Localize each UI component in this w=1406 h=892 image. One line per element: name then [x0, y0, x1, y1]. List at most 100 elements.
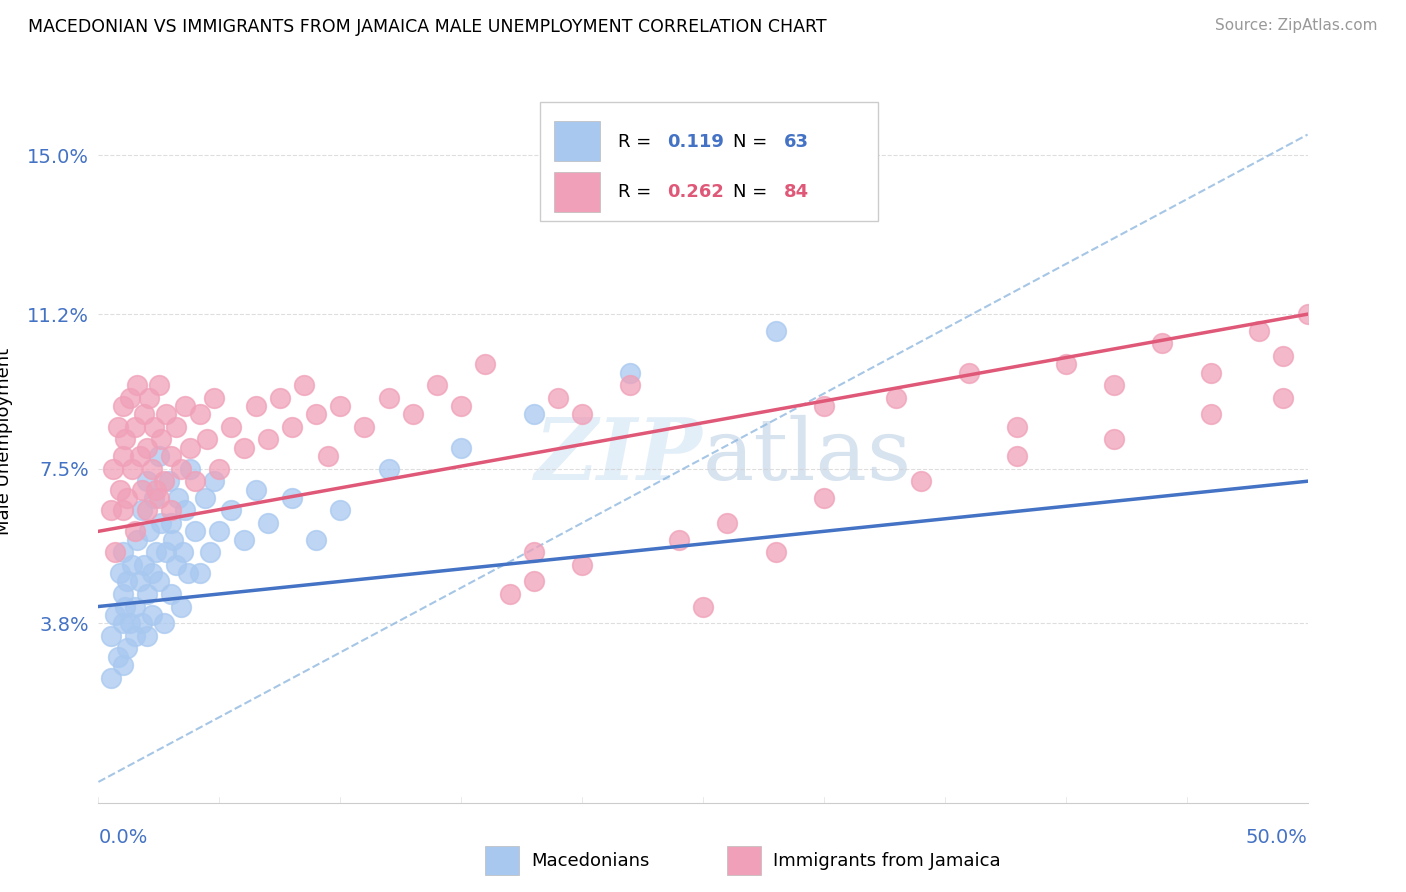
- Point: [121, 558, 143, 572]
- Text: R =: R =: [619, 183, 658, 202]
- Point: [169, 599, 191, 614]
- Point: [1152, 336, 1174, 351]
- Point: [353, 420, 375, 434]
- Point: [148, 449, 170, 463]
- Text: R =: R =: [619, 133, 658, 151]
- Point: [765, 545, 787, 559]
- Point: [114, 599, 136, 614]
- Point: [104, 607, 127, 622]
- Point: [1272, 391, 1295, 405]
- Point: [426, 378, 449, 392]
- Text: N =: N =: [734, 133, 773, 151]
- Point: [1199, 366, 1222, 380]
- Point: [1102, 433, 1125, 447]
- Point: [281, 491, 304, 505]
- Point: [138, 524, 160, 539]
- Point: [305, 533, 328, 547]
- Text: Immigrants from Jamaica: Immigrants from Jamaica: [773, 852, 1001, 870]
- Point: [128, 574, 150, 589]
- Point: [169, 461, 191, 475]
- Point: [104, 545, 127, 559]
- Point: [131, 616, 153, 631]
- Point: [135, 503, 157, 517]
- Point: [118, 391, 141, 405]
- Point: [100, 503, 122, 517]
- Point: [148, 491, 170, 505]
- Point: [131, 503, 153, 517]
- FancyBboxPatch shape: [554, 172, 600, 211]
- Point: [523, 545, 546, 559]
- Point: [571, 408, 593, 422]
- Point: [498, 587, 520, 601]
- Point: [329, 399, 352, 413]
- Point: [184, 524, 207, 539]
- Point: [194, 491, 217, 505]
- Point: [221, 503, 243, 517]
- Point: [174, 399, 197, 413]
- Point: [1007, 449, 1029, 463]
- Text: Macedonians: Macedonians: [531, 852, 650, 870]
- Point: [111, 449, 134, 463]
- Point: [619, 378, 641, 392]
- Point: [269, 391, 291, 405]
- Point: [152, 474, 174, 488]
- FancyBboxPatch shape: [485, 847, 519, 875]
- Point: [316, 449, 339, 463]
- Point: [124, 420, 146, 434]
- Text: Source: ZipAtlas.com: Source: ZipAtlas.com: [1215, 18, 1378, 33]
- Point: [162, 533, 184, 547]
- Point: [198, 545, 221, 559]
- Point: [160, 587, 183, 601]
- Point: [165, 420, 187, 434]
- Point: [155, 545, 177, 559]
- Point: [157, 474, 180, 488]
- Point: [145, 483, 167, 497]
- Point: [138, 391, 160, 405]
- Point: [1249, 324, 1271, 338]
- Point: [1272, 349, 1295, 363]
- Point: [111, 616, 134, 631]
- Text: 84: 84: [785, 183, 808, 202]
- Point: [148, 574, 170, 589]
- Point: [128, 449, 150, 463]
- Point: [111, 545, 134, 559]
- Point: [135, 629, 157, 643]
- Point: [377, 461, 399, 475]
- Point: [111, 657, 134, 672]
- Point: [117, 574, 139, 589]
- Point: [1102, 378, 1125, 392]
- Point: [148, 378, 170, 392]
- Point: [188, 566, 211, 580]
- Point: [145, 545, 167, 559]
- Point: [765, 324, 787, 338]
- FancyBboxPatch shape: [540, 102, 879, 221]
- Point: [134, 408, 156, 422]
- Point: [523, 574, 546, 589]
- Point: [143, 420, 166, 434]
- Point: [292, 378, 315, 392]
- Point: [108, 566, 131, 580]
- Text: ZIP: ZIP: [536, 414, 703, 498]
- Point: [188, 408, 211, 422]
- Point: [813, 399, 835, 413]
- Point: [108, 483, 131, 497]
- Point: [135, 441, 157, 455]
- Point: [127, 533, 149, 547]
- Point: [141, 607, 163, 622]
- Point: [208, 524, 231, 539]
- Point: [101, 461, 124, 475]
- Point: [184, 474, 207, 488]
- Point: [107, 649, 129, 664]
- Point: [204, 474, 226, 488]
- Point: [547, 391, 569, 405]
- Point: [143, 491, 166, 505]
- Point: [305, 408, 328, 422]
- Text: 50.0%: 50.0%: [1246, 828, 1308, 847]
- Point: [100, 629, 122, 643]
- Point: [281, 420, 304, 434]
- FancyBboxPatch shape: [727, 847, 761, 875]
- Point: [131, 483, 153, 497]
- Point: [692, 599, 714, 614]
- Point: [1296, 307, 1319, 321]
- Point: [150, 516, 173, 530]
